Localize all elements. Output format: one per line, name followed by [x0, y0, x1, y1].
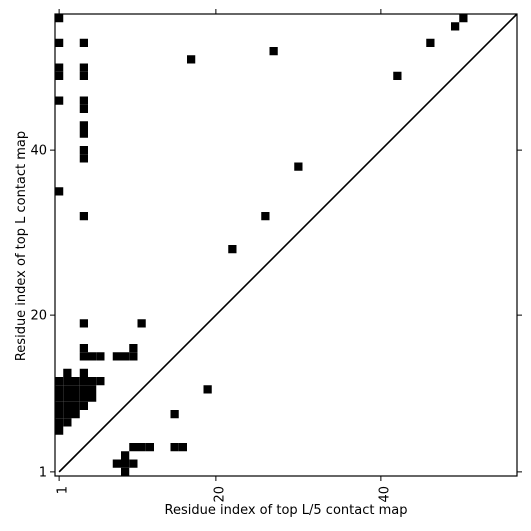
contact-point	[79, 104, 88, 113]
contact-point	[63, 368, 72, 377]
contact-point	[459, 14, 468, 23]
contact-point	[187, 55, 196, 64]
contact-point	[137, 443, 146, 452]
contact-point	[55, 418, 64, 427]
contact-point	[393, 71, 402, 80]
contact-point	[71, 385, 80, 394]
plot-frame	[54, 13, 518, 477]
contact-point	[121, 451, 130, 460]
contact-point	[55, 393, 64, 402]
contact-point	[79, 352, 88, 361]
x-tick-label: 1	[56, 486, 71, 494]
y-tick-label: 1	[39, 465, 47, 480]
contact-point	[426, 38, 435, 47]
contact-point	[55, 63, 64, 72]
contact-point	[79, 129, 88, 138]
contact-point	[451, 22, 460, 31]
contact-point	[55, 187, 64, 196]
contact-point	[79, 38, 88, 47]
contact-point	[79, 212, 88, 221]
contact-point	[170, 410, 179, 419]
contact-point	[63, 410, 72, 419]
contact-point	[55, 426, 64, 435]
contact-point	[261, 212, 270, 221]
contact-point	[96, 377, 105, 386]
y-tick-label: 20	[30, 309, 47, 324]
contact-point	[79, 393, 88, 402]
contact-point	[55, 401, 64, 410]
y-axis-ticks: 1 20 40	[30, 144, 522, 480]
contact-point	[79, 121, 88, 130]
contact-point	[121, 352, 130, 361]
contact-point	[63, 393, 72, 402]
contact-point	[294, 162, 303, 171]
contact-point	[63, 385, 72, 394]
contact-point	[269, 47, 278, 56]
x-tick-label: 40	[377, 486, 392, 503]
contact-point	[129, 352, 138, 361]
x-axis-label: Residue index of top L/5 contact map	[165, 503, 408, 518]
diagonal-line	[58, 13, 518, 473]
contact-point	[79, 368, 88, 377]
contact-point	[178, 443, 187, 452]
contact-point	[79, 344, 88, 353]
contact-point	[71, 410, 80, 419]
contact-point	[79, 146, 88, 155]
contact-point	[79, 377, 88, 386]
x-axis-ticks: 1 20 40	[56, 9, 392, 503]
contact-point	[112, 459, 121, 468]
contact-point	[71, 401, 80, 410]
contact-point	[170, 443, 179, 452]
contact-point	[121, 467, 130, 476]
contact-point	[79, 401, 88, 410]
contact-point	[88, 385, 97, 394]
contact-point	[79, 319, 88, 328]
contact-point	[63, 377, 72, 386]
contact-point	[228, 245, 237, 254]
contact-point	[79, 385, 88, 394]
contact-point	[129, 459, 138, 468]
contact-point	[79, 63, 88, 72]
contact-point	[55, 96, 64, 105]
contact-point	[79, 154, 88, 163]
contact-point	[55, 385, 64, 394]
contact-point	[63, 401, 72, 410]
contact-point	[121, 459, 130, 468]
contact-point	[55, 14, 64, 23]
contact-point	[79, 71, 88, 80]
contact-point	[55, 377, 64, 386]
y-tick-label: 40	[30, 144, 47, 159]
contact-point	[137, 319, 146, 328]
diagonal-line-group	[58, 13, 518, 473]
contact-point	[129, 344, 138, 353]
y-axis-label: Residue index of top L contact map	[14, 131, 29, 361]
contact-point	[203, 385, 212, 394]
contact-point	[71, 393, 80, 402]
contact-point	[96, 352, 105, 361]
contact-point	[63, 418, 72, 427]
contact-point	[88, 393, 97, 402]
contact-point	[145, 443, 154, 452]
contact-point	[79, 96, 88, 105]
contact-point	[55, 38, 64, 47]
contact-point	[55, 71, 64, 80]
contact-point	[55, 410, 64, 419]
plot-area	[55, 14, 468, 476]
contact-point	[129, 443, 138, 452]
x-tick-label: 20	[212, 486, 227, 503]
contact-point	[88, 352, 97, 361]
contact-point	[88, 377, 97, 386]
contact-point	[112, 352, 121, 361]
contact-point	[71, 377, 80, 386]
